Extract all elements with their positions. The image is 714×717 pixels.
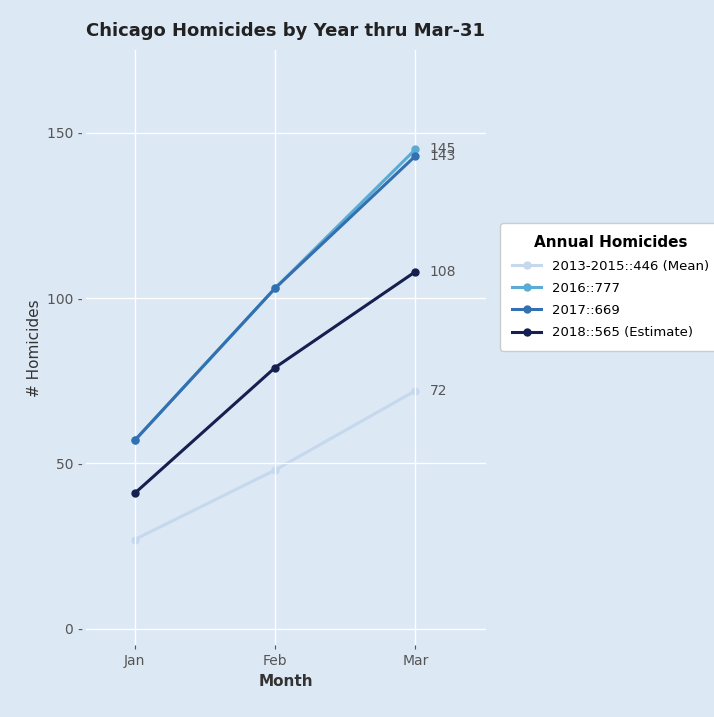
Line: 2016::777: 2016::777 — [131, 146, 419, 444]
Y-axis label: # Homicides: # Homicides — [26, 299, 41, 397]
2017::669 — [131, 436, 139, 445]
Text: 145: 145 — [429, 143, 456, 156]
Text: 143: 143 — [429, 149, 456, 163]
2018::565 (Estimate) — [411, 267, 420, 276]
2016::777 — [411, 145, 420, 153]
2013-2015::446 (Mean) — [271, 466, 279, 475]
2016::777 — [131, 436, 139, 445]
Text: 72: 72 — [429, 384, 447, 398]
Title: Chicago Homicides by Year thru Mar-31: Chicago Homicides by Year thru Mar-31 — [86, 22, 485, 40]
Legend: 2013-2015::446 (Mean), 2016::777, 2017::669, 2018::565 (Estimate): 2013-2015::446 (Mean), 2016::777, 2017::… — [500, 224, 714, 351]
Line: 2013-2015::446 (Mean): 2013-2015::446 (Mean) — [131, 387, 419, 543]
2013-2015::446 (Mean) — [411, 386, 420, 395]
Line: 2018::565 (Estimate): 2018::565 (Estimate) — [131, 268, 419, 497]
X-axis label: Month: Month — [258, 674, 313, 689]
2013-2015::446 (Mean) — [131, 535, 139, 543]
2016::777 — [271, 284, 279, 293]
2018::565 (Estimate) — [271, 364, 279, 372]
2017::669 — [271, 284, 279, 293]
2017::669 — [411, 152, 420, 161]
Text: 108: 108 — [429, 265, 456, 279]
2018::565 (Estimate) — [131, 489, 139, 498]
Line: 2017::669: 2017::669 — [131, 153, 419, 444]
